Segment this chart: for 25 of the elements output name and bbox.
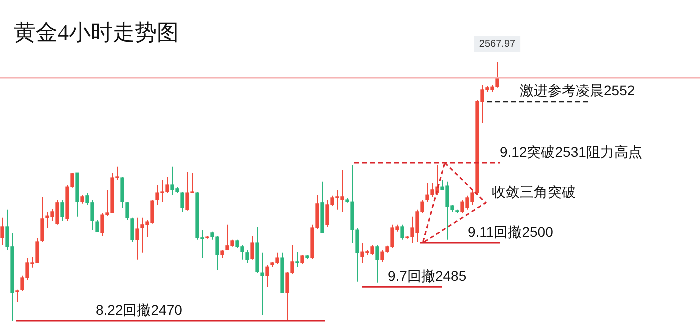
- candlestick: [40, 196, 44, 243]
- ref-line-label: 9.7回撤2485: [388, 268, 467, 284]
- candlestick: [266, 264, 270, 288]
- candlestick: [130, 217, 134, 243]
- chart-title: 黄金4小时走势图: [14, 19, 179, 47]
- ref-line-label: 9.12突破2531阻力高点: [500, 144, 642, 160]
- ref-line-label: 9.11回撤2500: [468, 224, 554, 240]
- candlestick: [0, 217, 4, 246]
- candlestick: [96, 219, 100, 232]
- candlestick: [136, 217, 140, 260]
- candlestick: [296, 252, 300, 268]
- candlestick: [260, 252, 264, 316]
- candlestick: [16, 289, 20, 303]
- annotation: 收敛三角突破: [492, 184, 576, 200]
- candlestick: [60, 200, 64, 222]
- candlestick: [246, 250, 250, 264]
- candlestick: [250, 236, 254, 260]
- ref-line-label: 8.22回撤2470: [96, 302, 183, 318]
- candlestick: [400, 224, 404, 240]
- candlestick: [180, 192, 184, 212]
- ref-line-label: 激进参考凌晨2552: [520, 82, 636, 99]
- annotation: 2567.97: [479, 38, 516, 50]
- candlestick: [126, 202, 130, 220]
- candlestick: [300, 254, 304, 265]
- candlestick: [376, 244, 380, 284]
